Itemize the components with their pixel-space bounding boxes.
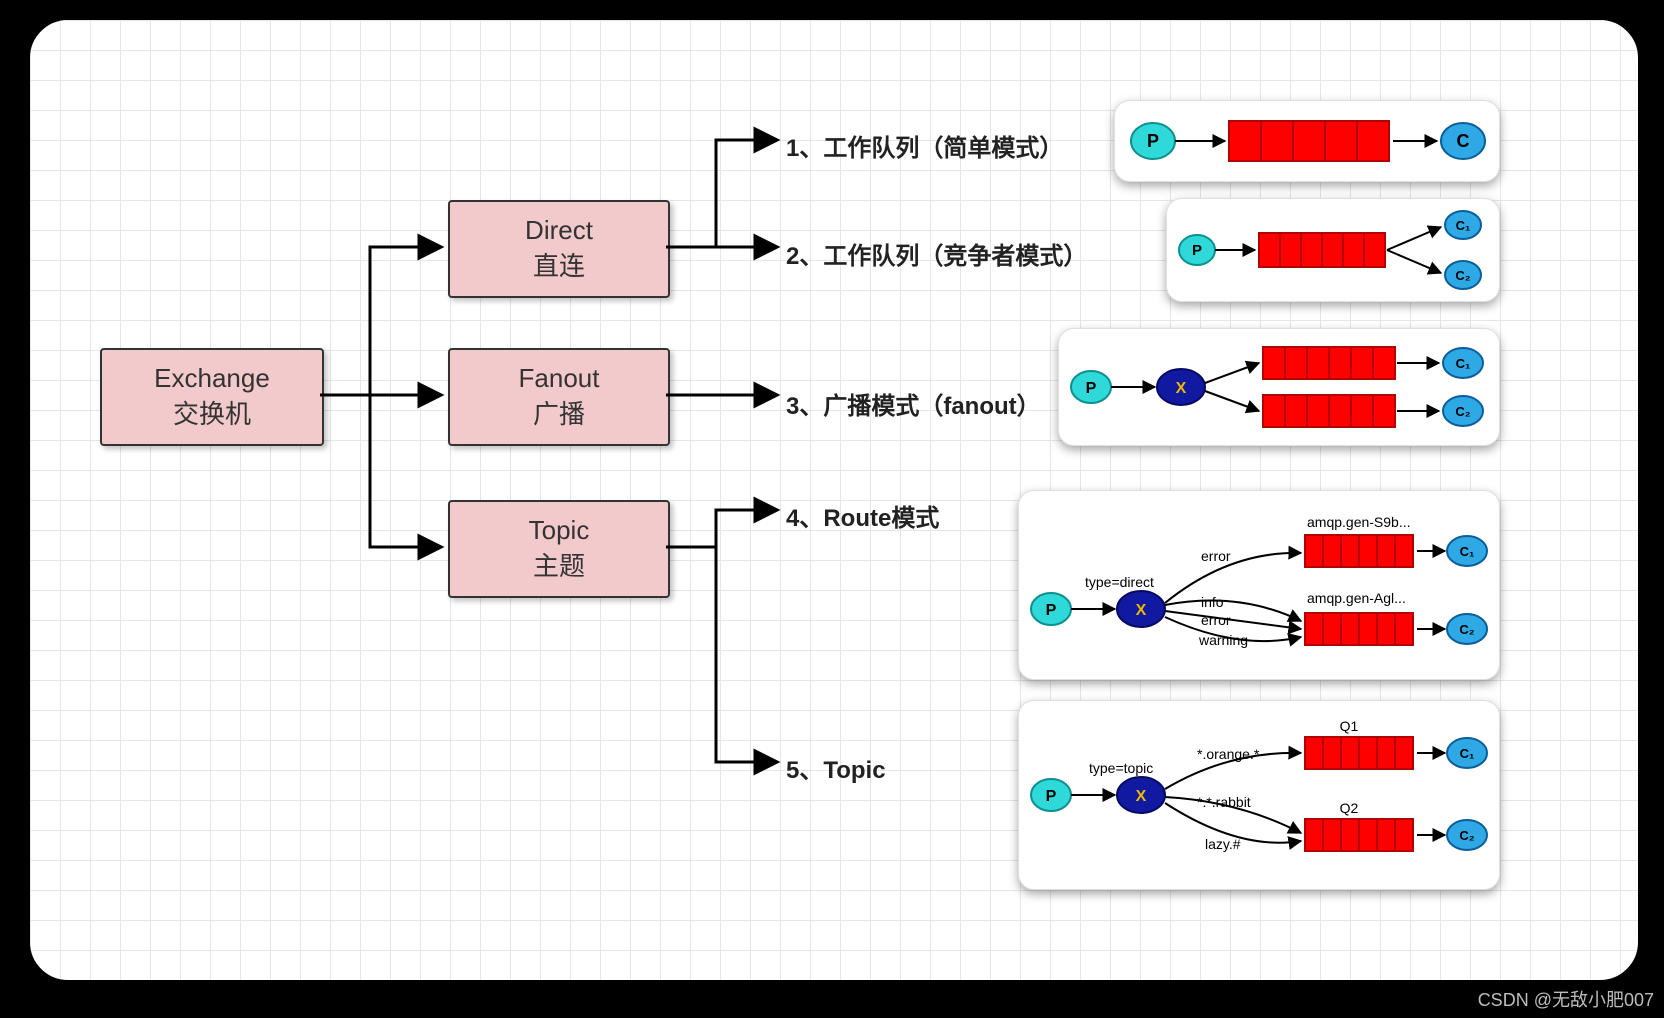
svg-text:amqp.gen-Agl...: amqp.gen-Agl... <box>1307 590 1406 606</box>
svg-text:C₁: C₁ <box>1456 218 1471 233</box>
svg-text:P: P <box>1147 131 1159 151</box>
svg-text:amqp.gen-S9b...: amqp.gen-S9b... <box>1307 514 1411 530</box>
svg-text:lazy.#: lazy.# <box>1205 836 1241 852</box>
svg-text:warning: warning <box>1198 632 1248 648</box>
panel-compete: P C₁ C₂ <box>1166 198 1500 302</box>
panel-simple-svg: P C <box>1115 101 1499 181</box>
svg-text:P: P <box>1192 242 1202 259</box>
panel-topic-svg: P X type=topic *.orange.* *.*.rabbit laz… <box>1019 701 1499 889</box>
svg-text:P: P <box>1046 602 1057 619</box>
topic-type-label: type=topic <box>1089 760 1153 776</box>
svg-text:error: error <box>1201 612 1231 628</box>
svg-text:error: error <box>1201 548 1231 564</box>
panel-fanout: P X C₁ C₂ <box>1058 328 1500 446</box>
svg-text:info: info <box>1201 594 1224 610</box>
panel-compete-svg: P C₁ C₂ <box>1167 199 1499 301</box>
panel-route: P X type=direct error info error warning… <box>1018 490 1500 680</box>
svg-text:P: P <box>1086 380 1097 397</box>
svg-text:Q1: Q1 <box>1340 718 1359 734</box>
panel-route-svg: P X type=direct error info error warning… <box>1019 491 1499 679</box>
panel-simple: P C <box>1114 100 1500 182</box>
watermark: CSDN @无敌小肥007 <box>1478 986 1654 1012</box>
svg-text:X: X <box>1136 788 1147 805</box>
svg-text:C₁: C₁ <box>1460 746 1475 761</box>
svg-text:C₂: C₂ <box>1455 404 1470 419</box>
svg-text:X: X <box>1136 602 1147 619</box>
svg-text:*.*.rabbit: *.*.rabbit <box>1197 794 1251 810</box>
svg-text:P: P <box>1046 788 1057 805</box>
svg-text:C₁: C₁ <box>1460 544 1475 559</box>
diagram-canvas: Exchange 交换机 Direct 直连 Fanout 广播 Topic 主… <box>28 18 1640 982</box>
svg-text:C₁: C₁ <box>1456 356 1471 371</box>
svg-text:C: C <box>1457 131 1470 151</box>
svg-text:C₂: C₂ <box>1459 828 1474 843</box>
svg-text:Q2: Q2 <box>1340 800 1359 816</box>
svg-text:C₂: C₂ <box>1459 622 1474 637</box>
panel-fanout-svg: P X C₁ C₂ <box>1059 329 1499 445</box>
route-type-label: type=direct <box>1085 574 1154 590</box>
svg-text:X: X <box>1176 380 1187 397</box>
panel-topic: P X type=topic *.orange.* *.*.rabbit laz… <box>1018 700 1500 890</box>
svg-text:C₂: C₂ <box>1455 268 1470 283</box>
svg-text:*.orange.*: *.orange.* <box>1197 746 1260 762</box>
